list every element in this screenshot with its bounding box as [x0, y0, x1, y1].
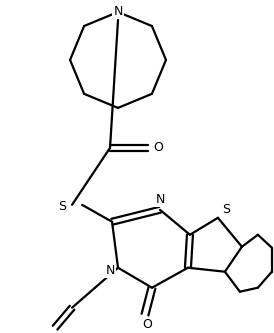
Text: S: S — [58, 200, 66, 213]
Text: N: N — [105, 264, 115, 277]
Text: N: N — [113, 5, 123, 19]
Text: N: N — [155, 193, 165, 206]
Text: O: O — [153, 141, 163, 155]
Text: O: O — [142, 318, 152, 331]
Text: S: S — [222, 203, 230, 216]
